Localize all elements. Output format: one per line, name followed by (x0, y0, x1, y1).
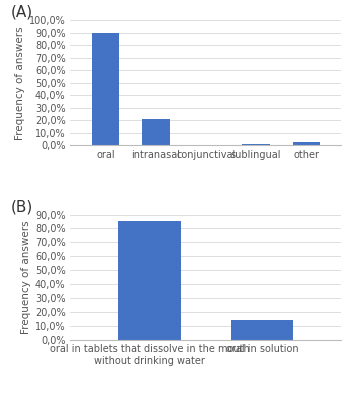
Y-axis label: Frequency of answers: Frequency of answers (15, 26, 25, 140)
Text: (A): (A) (11, 5, 33, 20)
Bar (118, 222, 181, 340)
Bar (142, 119, 170, 146)
Bar (92, 32, 119, 146)
Text: (B): (B) (11, 200, 33, 214)
Bar (242, 144, 270, 146)
Bar (192, 145, 220, 146)
Bar (231, 320, 294, 340)
Bar (293, 142, 320, 146)
Y-axis label: Frequency of answers: Frequency of answers (21, 220, 31, 334)
